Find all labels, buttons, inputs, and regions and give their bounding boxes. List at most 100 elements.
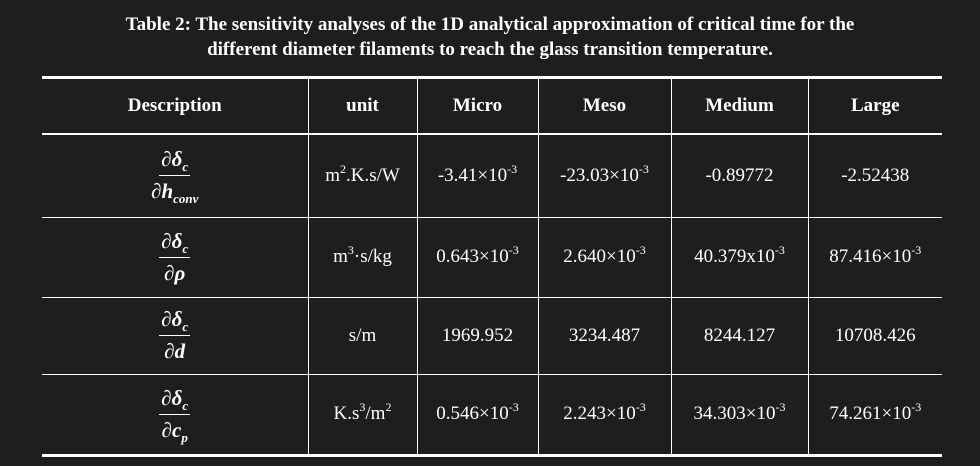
header-row: Description unit Micro Meso Medium Large	[42, 77, 942, 135]
table-row: ∂δc ∂d s/m 1969.952 3234.487 8244.127 10708.42…	[42, 296, 942, 375]
description-cell: ∂δc ∂hconv	[42, 133, 309, 218]
numerator-subscript: c	[182, 319, 189, 335]
description-cell: ∂δc ∂d	[42, 296, 309, 375]
cell-text: 40.379x10	[694, 246, 775, 267]
cell-text: 74.261×10	[829, 403, 912, 424]
superscript: -3	[911, 243, 922, 257]
cell-text: 0.546×10	[436, 403, 509, 424]
denominator-text: ∂d	[164, 339, 186, 363]
numerator-text: ∂δ	[161, 307, 183, 331]
cell-text: 2.640×10	[563, 246, 636, 267]
denominator-subscript: p	[181, 429, 188, 445]
table-body: ∂δc ∂hconv m2.K.s/W -3.41×10-3 -23.03×10-3 -0…	[42, 133, 942, 456]
superscript: -3	[635, 243, 646, 257]
cell-text: 2.243×10	[563, 403, 636, 424]
cell-text: K.s	[333, 403, 360, 424]
sensitivity-table: Description unit Micro Meso Medium Large ∂δc ∂…	[42, 76, 942, 457]
cell-text: /m	[365, 403, 386, 424]
value-cell: 0.643×10-3	[416, 216, 539, 298]
superscript: -3	[507, 161, 518, 176]
partial-derivative: ∂δc ∂d	[159, 307, 191, 364]
cell-text: ·s/kg	[353, 246, 392, 267]
partial-derivative: ∂δc ∂hconv	[151, 147, 199, 207]
table-row: ∂δc ∂cp K.s3/m2 0.546×10-3 2.243×10-3 34.303×…	[42, 373, 942, 456]
header-cell: unit	[307, 77, 418, 135]
superscript: -3	[508, 243, 519, 257]
header-cell: Medium	[670, 77, 809, 135]
value-cell: -23.03×10-3	[537, 133, 672, 218]
caption-line: Table 2: The sensitivity analyses of the…	[125, 14, 855, 35]
cell-text: 87.416×10	[829, 246, 912, 267]
value-cell: 0.546×10-3	[416, 373, 539, 456]
superscript: 3	[347, 243, 354, 257]
value-cell: -0.89772	[670, 133, 809, 218]
numerator-subscript: c	[182, 159, 189, 175]
value-cell: 34.303×10-3	[670, 373, 809, 456]
denominator: ∂d	[164, 336, 185, 364]
superscript: -3	[508, 400, 519, 414]
numerator: ∂δc	[159, 385, 191, 415]
numerator-subscript: c	[182, 240, 189, 256]
cell-text: -0.89772	[705, 164, 774, 186]
superscript: 2	[385, 400, 392, 414]
denominator-text: ∂h	[151, 179, 174, 204]
numerator-text: ∂δ	[161, 385, 183, 410]
value-cell: 74.261×10-3	[807, 373, 942, 456]
value-cell: -2.52438	[807, 133, 942, 218]
denominator: ∂cp	[161, 415, 188, 445]
cell-text: 3234.487	[568, 324, 641, 346]
cell-text: 0.643×10	[436, 246, 509, 267]
cell-text: .K.s/W	[345, 164, 400, 186]
numerator-text: ∂δ	[161, 228, 183, 253]
denominator: ∂hconv	[151, 176, 199, 207]
superscript: -3	[635, 400, 646, 414]
header-cell: Meso	[537, 77, 672, 135]
superscript: 2	[339, 161, 346, 176]
numerator: ∂δc	[159, 228, 191, 258]
superscript: -3	[911, 400, 922, 414]
numerator-subscript: c	[182, 397, 189, 413]
table-caption: Table 2: The sensitivity analyses of the…	[0, 12, 980, 62]
superscript: -3	[774, 243, 785, 257]
cell-text: 10708.426	[834, 324, 916, 346]
value-cell: 10708.426	[807, 296, 942, 375]
header-cell: Micro	[416, 77, 539, 135]
header-cell: Large	[807, 77, 942, 135]
cell-text: 8244.127	[703, 324, 776, 346]
caption-line: different diameter filaments to reach th…	[207, 39, 773, 60]
header-cell: Description	[42, 77, 309, 135]
denominator-subscript: conv	[173, 191, 199, 207]
table-row: ∂δc ∂hconv m2.K.s/W -3.41×10-3 -23.03×10-3 -0…	[42, 133, 942, 218]
unit-cell: K.s3/m2	[307, 373, 418, 456]
numerator-text: ∂δ	[161, 147, 183, 172]
cell-text: -3.41×10	[437, 164, 508, 186]
value-cell: 40.379x10-3	[670, 216, 809, 298]
unit-cell: s/m	[307, 296, 418, 375]
description-cell: ∂δc ∂ρ	[42, 216, 309, 298]
superscript: 3	[359, 400, 366, 414]
numerator: ∂δc	[159, 307, 191, 336]
partial-derivative: ∂δc ∂cp	[159, 385, 191, 445]
value-cell: -3.41×10-3	[416, 133, 539, 218]
denominator-text: ∂c	[161, 417, 182, 442]
description-cell: ∂δc ∂cp	[42, 373, 309, 456]
value-cell: 2.243×10-3	[537, 373, 672, 456]
superscript: -3	[638, 161, 649, 176]
superscript: -3	[775, 400, 786, 414]
numerator: ∂δc	[159, 147, 191, 177]
unit-cell: m2.K.s/W	[307, 133, 418, 218]
cell-text: -23.03×10	[560, 164, 639, 186]
cell-text: m	[333, 246, 348, 267]
partial-derivative: ∂δc ∂ρ	[159, 228, 191, 286]
cell-text: -2.52438	[841, 164, 910, 186]
value-cell: 2.640×10-3	[537, 216, 672, 298]
value-cell: 1969.952	[416, 296, 539, 375]
denominator-text: ∂ρ	[164, 260, 186, 285]
cell-text: s/m	[348, 324, 377, 346]
cell-text: 1969.952	[441, 324, 514, 346]
value-cell: 8244.127	[670, 296, 809, 375]
table-row: ∂δc ∂ρ m3·s/kg 0.643×10-3 2.640×10-3 40.379x1…	[42, 216, 942, 298]
unit-cell: m3·s/kg	[307, 216, 418, 298]
cell-text: m	[325, 164, 340, 186]
